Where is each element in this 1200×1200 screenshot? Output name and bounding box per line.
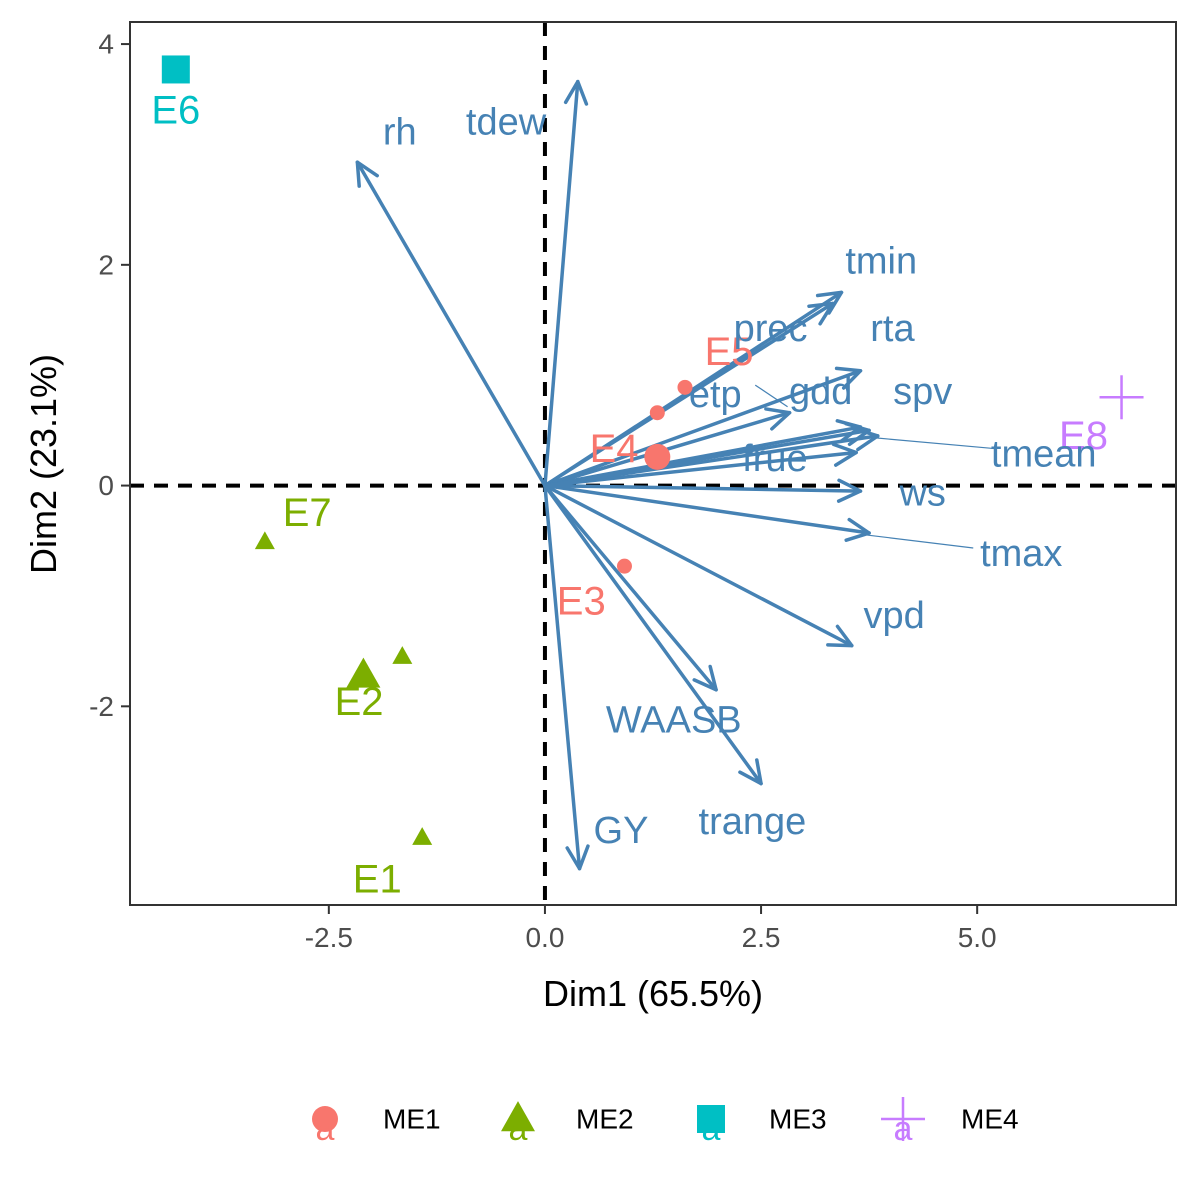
x-tick-label: -2.5 xyxy=(305,922,353,953)
reference-lines xyxy=(130,22,1176,905)
legend-key-letter: a xyxy=(894,1110,913,1148)
data-points xyxy=(161,55,1144,845)
point-me3-1 xyxy=(161,55,190,84)
env-label-e2: E2 xyxy=(335,680,384,724)
arrow-vpd xyxy=(543,483,854,648)
arrow-label-frue: frue xyxy=(742,438,807,480)
arrow-label-etp: etp xyxy=(689,374,742,416)
arrow-gy xyxy=(543,483,590,871)
point-me2-2 xyxy=(346,657,381,688)
arrow-tmean xyxy=(543,427,880,488)
legend-item-me1: a ME1 xyxy=(312,1104,441,1148)
point-me2-3 xyxy=(392,646,413,664)
arrow-label-tmean: tmean xyxy=(991,434,1097,476)
point-me1-3 xyxy=(649,405,665,421)
arrow-label-tdew: tdew xyxy=(466,101,547,143)
arrow-label-trange: trange xyxy=(699,801,807,843)
panel-border xyxy=(129,21,1177,906)
arrow-rh xyxy=(355,160,547,488)
arrow-trange xyxy=(543,483,763,786)
x-axis: -2.5 0.0 2.5 5.0 xyxy=(305,905,997,953)
legend-item-me2: a ME2 xyxy=(501,1101,634,1148)
point-me1-4 xyxy=(616,558,632,574)
x-tick-label: 0.0 xyxy=(525,922,564,953)
y-axis-title: Dim2 (23.1%) xyxy=(23,354,64,574)
legend-key-letter: a xyxy=(702,1110,721,1148)
leader-tmax xyxy=(867,534,974,549)
arrow-label-ws: ws xyxy=(898,472,945,514)
variable-arrows xyxy=(355,79,880,871)
legend-label: ME2 xyxy=(576,1104,634,1135)
legend-item-me3: a ME3 xyxy=(697,1104,827,1148)
arrow-tmax xyxy=(543,483,871,542)
y-tick-label: 2 xyxy=(98,249,114,280)
arrow-label-rh: rh xyxy=(383,111,417,153)
leader-tmean xyxy=(875,437,996,450)
env-label-e1: E1 xyxy=(353,858,402,902)
point-me2-4 xyxy=(412,827,433,845)
arrow-frue xyxy=(543,442,858,488)
point-me4-1 xyxy=(1099,375,1144,420)
point-me1-5 xyxy=(645,446,661,462)
legend-key-me3 xyxy=(697,1105,725,1133)
env-label-e8: E8 xyxy=(1059,414,1108,458)
legend-label: ME3 xyxy=(769,1104,827,1135)
env-label-e6: E6 xyxy=(151,88,200,132)
arrow-waasb xyxy=(543,483,718,692)
arrow-ws xyxy=(543,478,863,503)
x-tick-label: 5.0 xyxy=(958,922,997,953)
y-tick-label: -2 xyxy=(89,691,114,722)
leader-etp xyxy=(754,384,788,408)
env-label-e7: E7 xyxy=(283,491,332,535)
arrow-label-waasb: WAASB xyxy=(606,700,742,742)
legend-label: ME1 xyxy=(383,1104,441,1135)
legend-label: ME4 xyxy=(961,1104,1019,1135)
arrow-label-rta: rta xyxy=(870,308,915,350)
arrow-label-gy: GY xyxy=(594,810,649,852)
environment-labels: E1 E2 E3 E4 E5 E6 E7 E8 xyxy=(151,88,1108,901)
legend-key-me2 xyxy=(501,1101,535,1132)
point-me2-1 xyxy=(254,531,275,550)
arrow-rta xyxy=(543,366,863,488)
arrow-label-tmax: tmax xyxy=(980,533,1062,575)
arrow-label-prec: prec xyxy=(734,308,808,350)
variable-labels: rh tdew tmin prec rta etp gdd spv tmean frue wstma… xyxy=(383,101,1097,852)
legend: a ME1 a ME2 a ME3 a ME4 xyxy=(312,1097,1019,1148)
arrow-tdew xyxy=(543,79,589,488)
arrow-label-gdd: gdd xyxy=(789,371,852,413)
arrow-label-spv: spv xyxy=(893,371,952,413)
env-label-e4: E4 xyxy=(590,427,639,471)
arrow-prec xyxy=(543,301,835,488)
point-me1-2 xyxy=(677,379,693,395)
arrow-label-tmin: tmin xyxy=(845,241,917,283)
env-label-e5: E5 xyxy=(705,330,754,374)
x-axis-title: Dim1 (65.5%) xyxy=(543,973,763,1014)
legend-key-me1 xyxy=(312,1106,338,1132)
y-axis: -2 0 2 4 xyxy=(89,29,130,722)
arrow-label-vpd: vpd xyxy=(864,595,925,637)
legend-key-me4 xyxy=(881,1097,925,1141)
legend-key-letter: a xyxy=(316,1110,335,1148)
y-tick-label: 0 xyxy=(98,470,114,501)
legend-key-letter: a xyxy=(509,1110,528,1148)
y-tick-label: 4 xyxy=(98,29,114,60)
legend-item-me4: a ME4 xyxy=(881,1097,1019,1148)
env-label-e3: E3 xyxy=(557,579,606,623)
x-tick-label: 2.5 xyxy=(742,922,781,953)
